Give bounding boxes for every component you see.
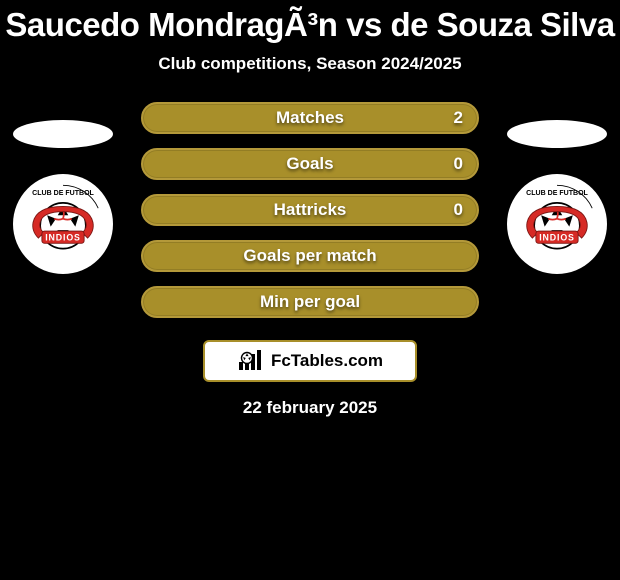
stat-label: Hattricks	[143, 200, 477, 220]
club-banner-text: INDIOS	[539, 233, 575, 243]
club-banner-text: INDIOS	[45, 233, 81, 243]
stat-label: Goals per match	[143, 246, 477, 266]
stat-label: Min per goal	[143, 292, 477, 312]
page-title: Saucedo MondragÃ³n vs de Souza Silva	[0, 6, 620, 44]
footer-brand-text: FcTables.com	[271, 351, 383, 371]
club-top-text: CLUB DE FUTBOL	[32, 190, 94, 197]
footer-date: 22 february 2025	[0, 398, 620, 418]
club-logo-icon: CLUB DE FUTBOL INDIOS	[19, 180, 107, 268]
flag-oval-left	[13, 120, 113, 148]
stat-value: 0	[454, 200, 463, 220]
stat-row: Goals 0	[141, 148, 479, 180]
stat-value: 2	[454, 108, 463, 128]
club-logo-icon: CLUB DE FUTBOL INDIOS	[513, 180, 601, 268]
comparison-page: Saucedo MondragÃ³n vs de Souza Silva Clu…	[0, 0, 620, 580]
bar-chart-icon	[237, 350, 265, 372]
stat-row: Goals per match	[141, 240, 479, 272]
footer-brand: FcTables.com	[237, 350, 383, 372]
club-badge-left: CLUB DE FUTBOL INDIOS	[13, 174, 113, 274]
stat-row: Hattricks 0	[141, 194, 479, 226]
club-badge-right: CLUB DE FUTBOL INDIOS	[507, 174, 607, 274]
page-subtitle: Club competitions, Season 2024/2025	[0, 54, 620, 74]
stat-row: Matches 2	[141, 102, 479, 134]
club-top-text: CLUB DE FUTBOL	[526, 190, 588, 197]
right-column: CLUB DE FUTBOL INDIOS	[502, 120, 612, 274]
left-column: CLUB DE FUTBOL INDIOS	[8, 120, 118, 274]
stat-label: Goals	[143, 154, 477, 174]
flag-oval-right	[507, 120, 607, 148]
stats-list: Matches 2 Goals 0 Hattricks 0 Goals per …	[141, 102, 479, 318]
footer-brand-box: FcTables.com	[203, 340, 417, 382]
stat-label: Matches	[143, 108, 477, 128]
stat-value: 0	[454, 154, 463, 174]
stat-row: Min per goal	[141, 286, 479, 318]
